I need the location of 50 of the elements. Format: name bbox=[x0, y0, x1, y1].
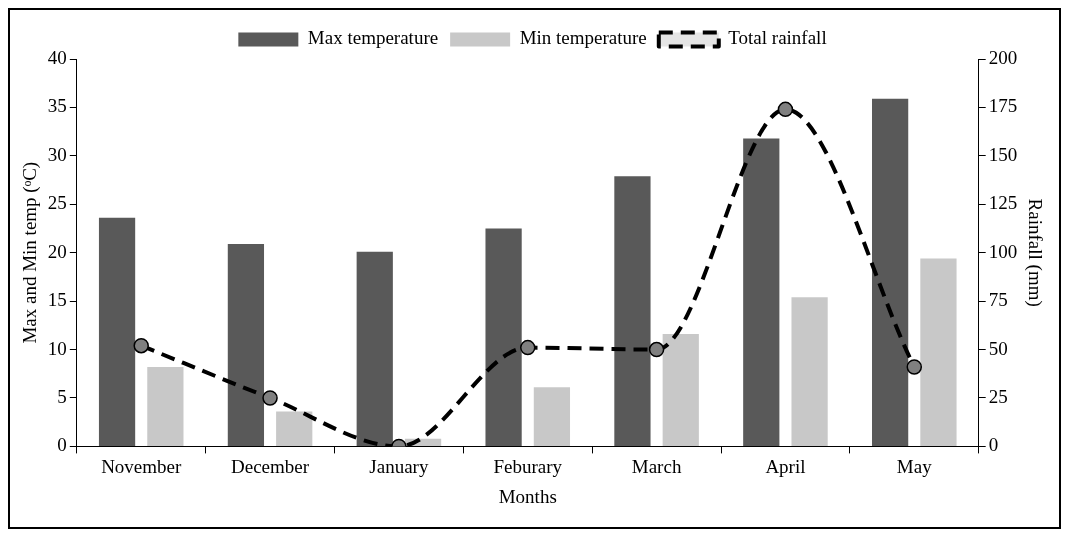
y-tick-label: 20 bbox=[47, 240, 67, 262]
point bbox=[520, 339, 536, 356]
y-tick-label: 30 bbox=[47, 143, 67, 165]
x-tick-label: May bbox=[896, 455, 933, 477]
x-tick-label: March bbox=[631, 455, 682, 477]
bar bbox=[614, 176, 651, 446]
bar bbox=[791, 297, 828, 446]
bar bbox=[147, 366, 184, 446]
bar bbox=[356, 251, 393, 446]
bar bbox=[98, 217, 136, 446]
point bbox=[777, 101, 794, 118]
x-tick-label: November bbox=[101, 455, 182, 477]
bar bbox=[485, 228, 522, 446]
y-tick-label: 0 bbox=[57, 434, 67, 456]
y2-tick-label: 150 bbox=[988, 143, 1018, 165]
legend-label: Min temperature bbox=[519, 27, 647, 49]
legend-label: Total rainfall bbox=[728, 27, 827, 49]
y2-tick-label: 75 bbox=[988, 289, 1008, 311]
bar bbox=[533, 387, 571, 446]
y-tick-label: 5 bbox=[57, 385, 67, 407]
y2-tick-label: 0 bbox=[988, 434, 999, 456]
y2-axis-title: Rainfall (mm) bbox=[1023, 198, 1046, 307]
bar bbox=[276, 411, 313, 446]
legend-label: Max temperature bbox=[307, 27, 439, 49]
x-tick-label: Feburary bbox=[493, 455, 563, 477]
point bbox=[906, 359, 923, 375]
y2-tick-label: 125 bbox=[988, 192, 1018, 214]
bar bbox=[872, 98, 909, 446]
x-tick-label: January bbox=[369, 455, 429, 477]
point bbox=[133, 337, 149, 354]
x-tick-label: December bbox=[231, 455, 310, 477]
y2-tick-label: 200 bbox=[988, 46, 1018, 68]
y2-tick-label: 175 bbox=[988, 95, 1018, 117]
point bbox=[262, 390, 278, 406]
y-axis-title: Max and Min temp (ᵒC) bbox=[19, 161, 42, 344]
bar bbox=[920, 258, 957, 446]
y-tick-label: 10 bbox=[47, 337, 67, 359]
y-tick-label: 25 bbox=[47, 192, 67, 214]
y2-tick-label: 25 bbox=[988, 385, 1008, 407]
bar bbox=[743, 138, 780, 446]
x-tick-label: April bbox=[765, 455, 806, 477]
point bbox=[648, 341, 665, 358]
x-axis-title: Months bbox=[498, 485, 557, 507]
y2-tick-label: 50 bbox=[988, 337, 1008, 359]
y2-tick-label: 100 bbox=[988, 240, 1018, 262]
y-tick-label: 40 bbox=[47, 46, 67, 68]
bar bbox=[662, 334, 699, 446]
y-tick-label: 35 bbox=[47, 95, 67, 117]
y-tick-label: 15 bbox=[47, 289, 67, 311]
bar bbox=[227, 243, 265, 446]
